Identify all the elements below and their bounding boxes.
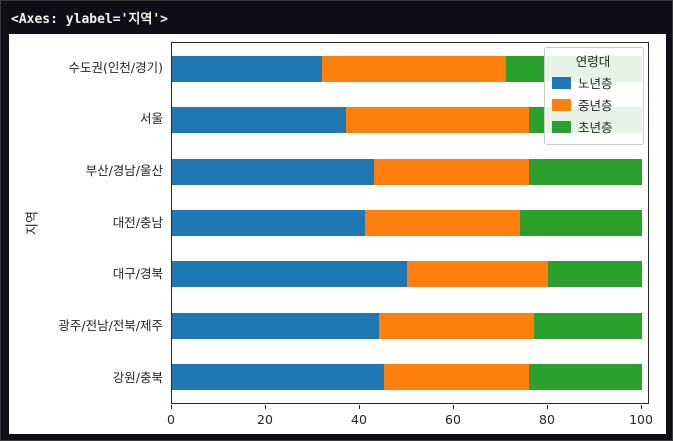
- bar-segment-노년층: [172, 312, 379, 339]
- x-tick-mark: [359, 405, 360, 409]
- x-tick-label: 0: [167, 412, 175, 427]
- x-tick-label: 100: [629, 412, 653, 427]
- bar-segment-노년층: [172, 158, 375, 185]
- bar-segment-중년층: [322, 55, 506, 82]
- category-label: 대구/경북: [112, 266, 163, 282]
- bar-segment-노년층: [172, 364, 384, 391]
- legend-item: 초년층: [552, 117, 634, 136]
- bar-segment-초년층: [529, 364, 642, 391]
- bar-segment-중년층: [345, 107, 530, 134]
- bar-segment-중년층: [378, 312, 534, 339]
- bar-row: [172, 209, 648, 236]
- x-tick-mark: [641, 405, 642, 409]
- category-label: 광주/전남/전북/제주: [58, 318, 163, 334]
- legend-item: 중년층: [552, 95, 634, 114]
- bar-row: [172, 312, 648, 339]
- bar-row: [172, 158, 648, 185]
- legend-label: 중년층: [578, 98, 613, 113]
- bar-segment-노년층: [172, 209, 365, 236]
- bar-segment-노년층: [172, 261, 407, 288]
- x-tick-mark: [171, 405, 172, 409]
- category-label: 부산/경남/울산: [85, 163, 163, 178]
- category-label: 수도권(인천/경기): [68, 59, 163, 75]
- x-axis: 0 20 40 60 80 100: [167, 405, 653, 431]
- x-tick-mark: [265, 405, 266, 409]
- bar-segment-초년층: [548, 261, 642, 288]
- bar-segment-중년층: [374, 158, 530, 185]
- legend-swatch: [552, 98, 571, 111]
- x-tick-mark: [453, 405, 454, 409]
- legend-title: 연령대: [575, 54, 611, 69]
- legend-swatch: [552, 120, 571, 133]
- x-tick-mark: [547, 405, 548, 409]
- bar-segment-중년층: [407, 261, 548, 288]
- bar-segment-중년층: [383, 364, 530, 391]
- category-label: 대전/충남: [112, 214, 163, 230]
- bar-segment-노년층: [172, 107, 346, 134]
- bars-container: [172, 43, 648, 403]
- category-label: 강원/충북: [112, 369, 163, 385]
- bar-row: [172, 364, 648, 391]
- bar-segment-초년층: [533, 312, 642, 339]
- legend-swatch: [552, 76, 571, 89]
- x-tick-label: 20: [257, 412, 273, 427]
- category-label: 서울: [139, 111, 163, 127]
- x-tick-label: 80: [539, 412, 555, 427]
- bar-segment-노년층: [172, 55, 323, 82]
- legend-item: 노년층: [552, 73, 634, 92]
- bar-row: [172, 261, 648, 288]
- bar-segment-중년층: [364, 209, 520, 236]
- legend-label: 노년층: [578, 76, 613, 91]
- x-tick-label: 60: [445, 412, 461, 427]
- chart-figure: 지역 수도권(인천/경기) 서울 부산/경남/울산 대전/충남 대구/경북 광주/전남/전…: [9, 34, 666, 434]
- x-tick-label: 40: [351, 412, 367, 427]
- bar-segment-초년층: [529, 158, 642, 185]
- bar-segment-초년층: [519, 209, 642, 236]
- axes-repr-text: <Axes: ylabel='지역'>: [11, 12, 168, 27]
- legend-label: 초년층: [578, 120, 613, 135]
